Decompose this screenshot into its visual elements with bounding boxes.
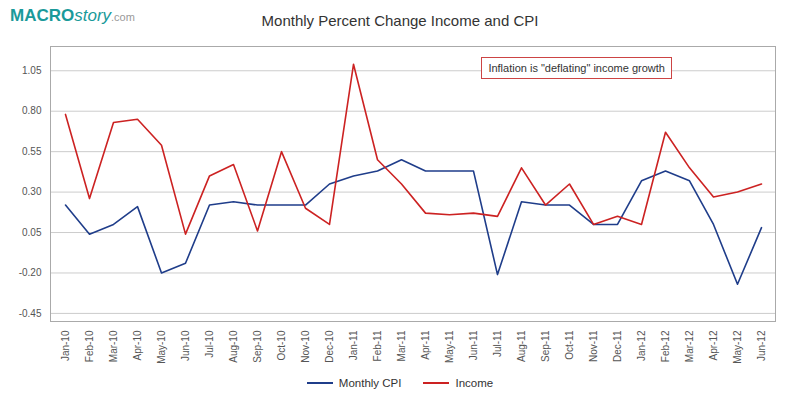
svg-text:Feb-10: Feb-10 xyxy=(84,330,95,362)
svg-text:Aug-11: Aug-11 xyxy=(516,330,527,362)
svg-text:0.05: 0.05 xyxy=(22,227,42,238)
svg-text:Aug-10: Aug-10 xyxy=(228,330,239,363)
svg-text:Jun-10: Jun-10 xyxy=(180,330,191,361)
svg-text:May-10: May-10 xyxy=(156,330,167,364)
svg-text:Jan-12: Jan-12 xyxy=(636,330,647,361)
svg-text:Sep-11: Sep-11 xyxy=(540,330,551,362)
svg-text:-0.45: -0.45 xyxy=(19,308,42,319)
svg-text:Apr-12: Apr-12 xyxy=(708,330,719,360)
svg-text:Dec-11: Dec-11 xyxy=(612,330,623,362)
svg-text:Oct-11: Oct-11 xyxy=(564,330,575,360)
html-text:MACRO story.com: MACRO story.com xyxy=(10,6,135,25)
svg-text:0.30: 0.30 xyxy=(22,186,42,197)
svg-text:Jul-10: Jul-10 xyxy=(204,330,215,358)
svg-text:Jun-12: Jun-12 xyxy=(756,330,767,361)
html-text:Inflation is "deflating" incom: Inflation is "deflating" income growth xyxy=(488,62,665,74)
svg-text:Mar-10: Mar-10 xyxy=(108,330,119,362)
svg-text:Mar-11: Mar-11 xyxy=(396,330,407,361)
svg-text:Jan-10: Jan-10 xyxy=(60,330,71,361)
svg-text:Jan-11: Jan-11 xyxy=(348,330,359,360)
svg-text:Mar-12: Mar-12 xyxy=(684,330,695,362)
svg-text:0.80: 0.80 xyxy=(22,105,42,116)
svg-text:Apr-11: Apr-11 xyxy=(420,330,431,360)
svg-text:Feb-12: Feb-12 xyxy=(660,330,671,362)
svg-text:Feb-11: Feb-11 xyxy=(372,330,383,361)
svg-text:May-12: May-12 xyxy=(732,330,743,364)
svg-text:May-11: May-11 xyxy=(444,330,455,363)
svg-text:Jul-11: Jul-11 xyxy=(492,330,503,357)
svg-text:Dec-10: Dec-10 xyxy=(324,330,335,363)
svg-text:Apr-10: Apr-10 xyxy=(132,330,143,360)
svg-text:1.05: 1.05 xyxy=(22,65,42,76)
svg-text:Sep-10: Sep-10 xyxy=(252,330,263,363)
html-text:Monthly Percent Change Income: Monthly Percent Change Income and CPI xyxy=(261,12,539,29)
html-text:Income: Income xyxy=(455,377,494,389)
svg-text:Jun-11: Jun-11 xyxy=(468,330,479,360)
svg-text:0.55: 0.55 xyxy=(22,146,42,157)
svg-text:-0.20: -0.20 xyxy=(19,267,42,278)
svg-text:Oct-10: Oct-10 xyxy=(276,330,287,360)
svg-text:Nov-10: Nov-10 xyxy=(300,330,311,363)
svg-text:Nov-11: Nov-11 xyxy=(588,330,599,362)
html-text:Monthly CPI: Monthly CPI xyxy=(338,377,402,389)
